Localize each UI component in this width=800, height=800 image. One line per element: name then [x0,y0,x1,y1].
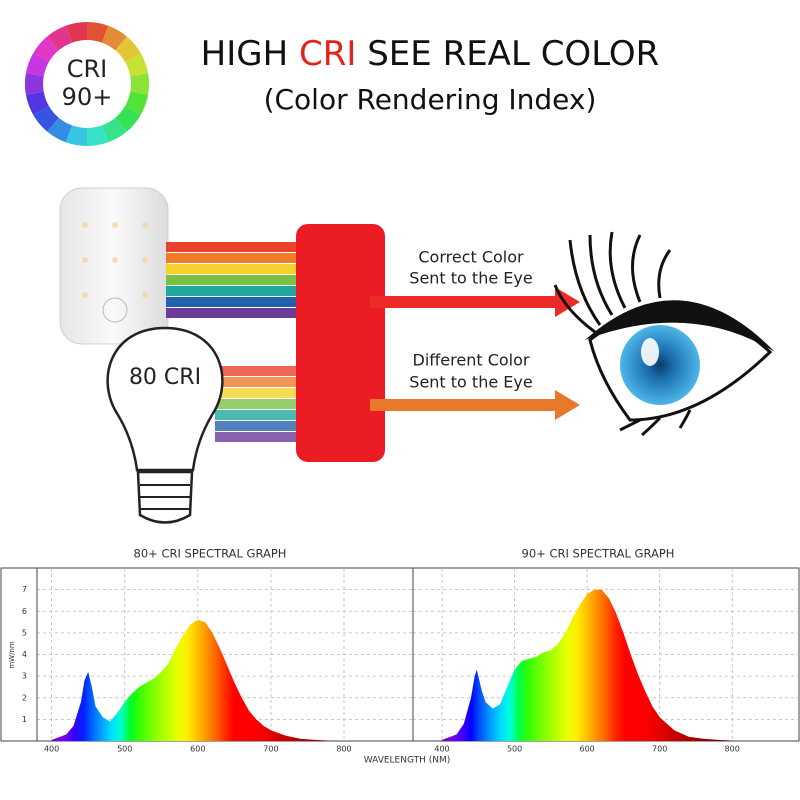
light-rays [166,238,335,322]
caption: Different Color [413,351,530,370]
wheel-segment [87,21,109,43]
x-tick-label: 400 [434,745,449,754]
ray [166,304,335,322]
subtitle: (Color Rendering Index) [264,83,597,116]
ray [166,293,335,311]
ray [166,271,335,289]
wheel-segment [47,25,72,51]
filter-box [296,224,385,462]
ray [166,249,335,267]
wheel-segment [25,53,49,77]
spectrum-area [51,619,330,741]
x-tick-label: 500 [507,745,522,754]
badge-text: CRI [67,55,108,83]
spectral-graphs: 80+ CRI SPECTRAL GRAPH mW/nm 400 500 600 700 8… [0,547,800,754]
color-wheel [24,21,150,147]
wheel-segment [65,125,87,147]
spectrum-area [442,589,733,741]
wheel-segment [33,36,59,62]
wheel-segment [125,53,149,77]
wheel-segment [87,125,109,147]
ray [166,238,335,256]
wheel-segment [47,117,72,143]
wheel-segment [33,106,59,132]
wheel-segment [130,73,150,95]
x-tick-label: 700 [652,745,667,754]
y-axis-label: mW/nm [8,641,16,669]
y-tick-label: 7 [22,585,27,594]
y-tick-label: 6 [22,607,27,616]
y-tick-label: 3 [22,672,27,681]
x-tick-label: 800 [725,745,740,754]
wheel-segment [115,106,141,132]
wheel-segment [102,25,127,51]
caption: Sent to the Eye [409,373,532,392]
bulb-label: 80 CRI [129,365,201,390]
ray [166,260,335,278]
y-tick-label: 2 [22,693,27,702]
chart-title: 90+ CRI SPECTRAL GRAPH [522,547,675,561]
badge-text: 90+ [62,83,113,111]
y-tick-label: 5 [22,628,27,637]
x-tick-label: 600 [190,745,205,754]
x-tick-label: 500 [117,745,132,754]
correct-arrow [370,287,580,317]
x-tick-label: 600 [579,745,594,754]
wheel-segment [24,73,44,95]
x-axis-label: WAVELENGTH (NM) [364,756,451,766]
x-tick-label: 400 [44,745,59,754]
caption: Correct Color [418,248,524,267]
corn-bulb [59,187,169,345]
x-tick-label: 700 [263,745,278,754]
title: HIGH CRI SEE REAL COLOR [201,34,660,74]
wheel-segment [65,21,87,43]
wheel-segment [125,91,149,115]
caption: Sent to the Eye [409,269,532,288]
y-tick-label: 1 [22,715,27,724]
a19-bulb [106,326,224,524]
wheel-segment [115,36,141,62]
x-tick-label: 800 [336,745,351,754]
ray [166,282,335,300]
y-tick-label: 4 [22,650,27,659]
chart-title: 80+ CRI SPECTRAL GRAPH [134,547,287,561]
wheel-segment [102,117,127,143]
eye [553,231,775,437]
wheel-segment [25,91,49,115]
different-arrow [370,390,580,420]
